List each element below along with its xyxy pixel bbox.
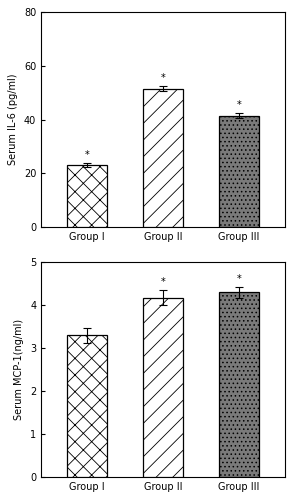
Bar [67, 165, 107, 227]
Y-axis label: Serum IL-6 (pg/ml): Serum IL-6 (pg/ml) [8, 74, 18, 166]
Bar [67, 336, 107, 477]
Text: *: * [237, 274, 241, 284]
Bar [219, 116, 259, 227]
Text: *: * [237, 100, 241, 110]
Text: *: * [161, 73, 165, 83]
Text: *: * [161, 276, 165, 286]
Bar [143, 88, 183, 227]
Y-axis label: Serum MCP-1(ng/ml): Serum MCP-1(ng/ml) [14, 319, 24, 420]
Bar [219, 292, 259, 477]
Text: *: * [84, 150, 89, 160]
Bar [143, 298, 183, 477]
